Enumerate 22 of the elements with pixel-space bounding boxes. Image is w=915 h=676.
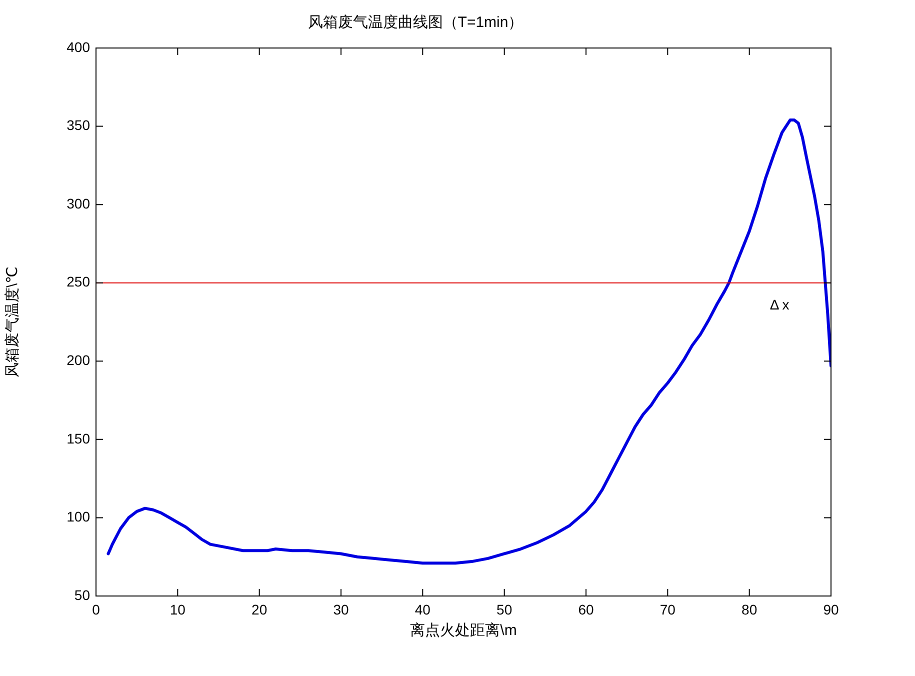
x-tick-label: 10 [170, 601, 186, 618]
x-tick-label: 40 [414, 601, 431, 618]
chart-title: 风箱废气温度曲线图（T=1min） [308, 14, 524, 32]
x-tick-label: 50 [496, 601, 512, 618]
y-tick-label: 150 [66, 430, 90, 446]
x-tick-label: 30 [333, 601, 349, 618]
y-tick-label: 100 [66, 508, 90, 525]
x-tick-label: 70 [660, 601, 676, 618]
y-tick-label: 250 [66, 274, 90, 290]
y-tick-label: 200 [66, 352, 90, 368]
annotation: Δ x [770, 296, 790, 312]
y-tick-label: 50 [74, 586, 90, 603]
x-axis-title: 离点火处距离\m [410, 622, 517, 640]
y-tick-label: 350 [66, 117, 90, 134]
y-tick-label: 400 [66, 38, 90, 55]
y-tick-label: 300 [66, 195, 90, 212]
x-tick-label: 20 [252, 601, 268, 618]
x-tick-label: 80 [742, 601, 758, 618]
x-tick-label: 0 [92, 601, 100, 618]
y-axis-title: 风箱废气温度\℃ [4, 266, 22, 378]
x-tick-label: 90 [823, 601, 839, 618]
x-tick-label: 60 [578, 601, 594, 618]
